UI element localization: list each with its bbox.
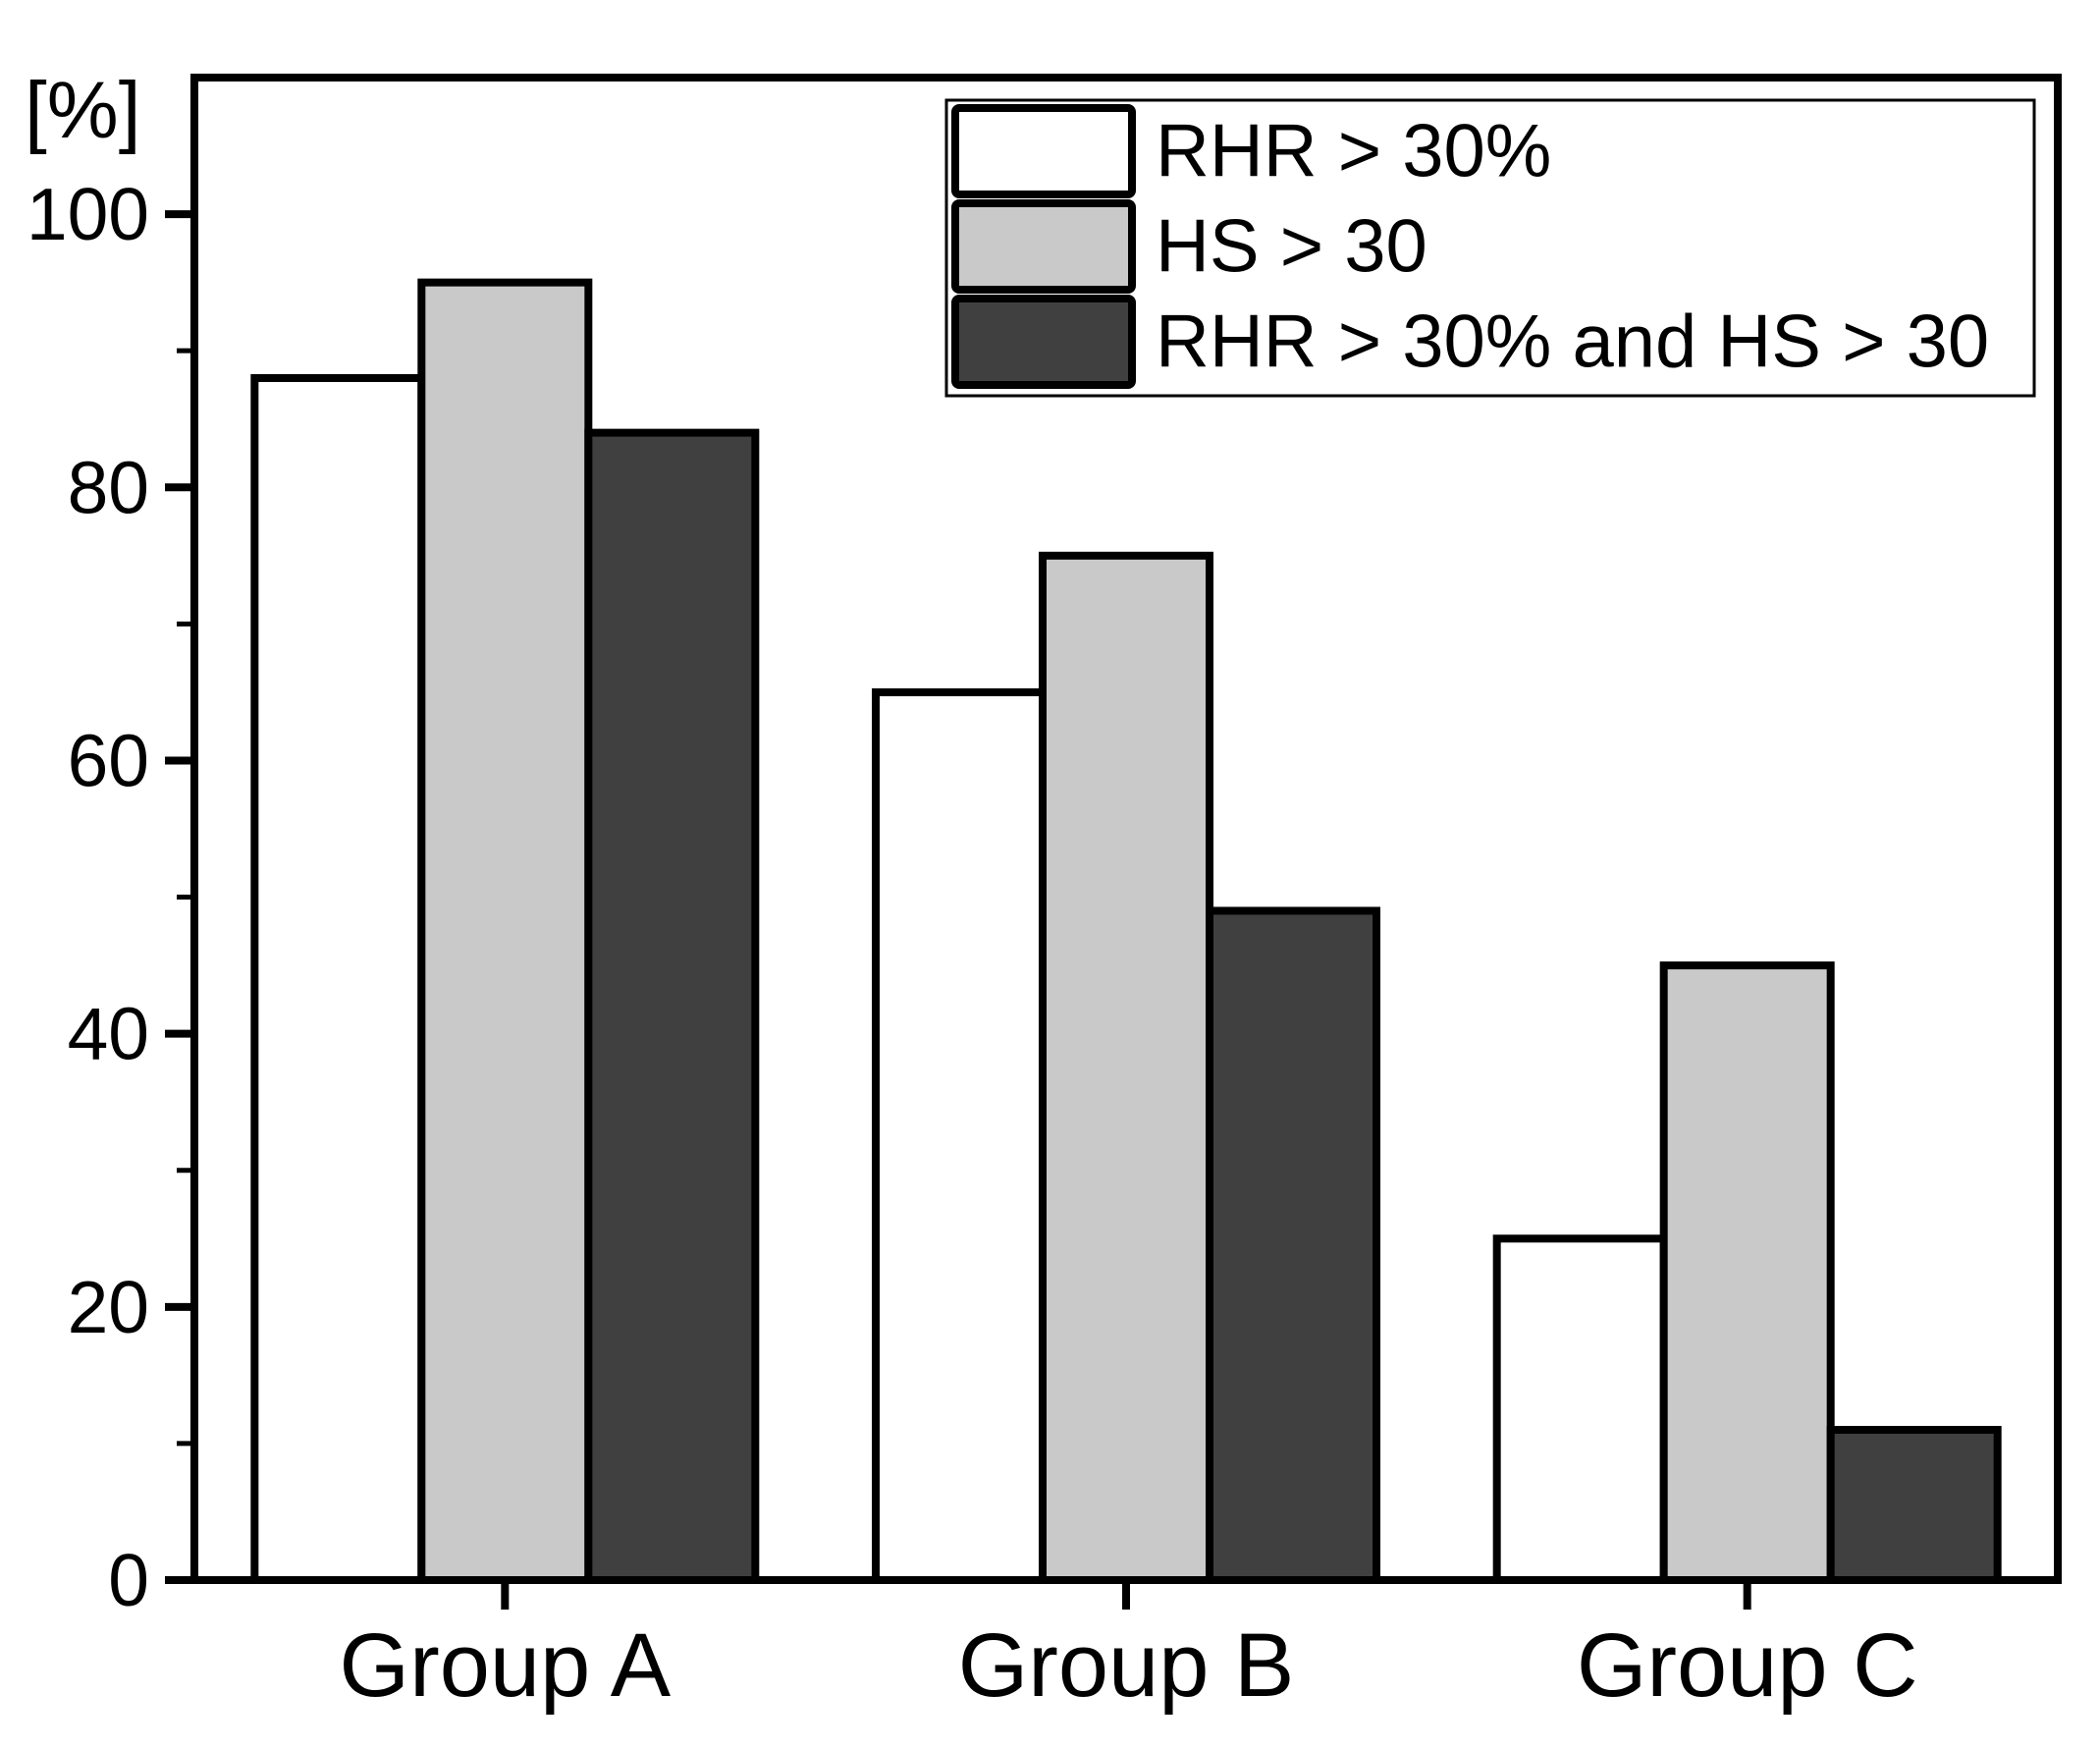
y-tick-label-20: 20 xyxy=(68,1266,149,1348)
legend-swatch-rhr-30-and-hs-30 xyxy=(951,295,1136,389)
bar-group-a-hs-30 xyxy=(417,278,593,1584)
legend-label-rhr-30: RHR > 30% xyxy=(1156,110,1551,193)
legend-swatch-rhr-30 xyxy=(951,104,1136,198)
bar-group-a-rhr-30-and-hs-30 xyxy=(584,428,760,1584)
y-tick-label-100: 100 xyxy=(27,173,149,255)
bar-group-c-rhr-30-and-hs-30 xyxy=(1826,1426,2002,1584)
category-label-group-c: Group C xyxy=(1577,1615,1918,1716)
y-tick-label-40: 40 xyxy=(68,993,149,1075)
bar-group-b-hs-30 xyxy=(1039,551,1213,1584)
bar-group-c-rhr-30 xyxy=(1492,1234,1668,1584)
bar-group-c-hs-30 xyxy=(1659,961,1835,1584)
y-tick-label-80: 80 xyxy=(68,446,149,528)
bar-group-a-rhr-30 xyxy=(250,374,426,1584)
legend-label-rhr-30-and-hs-30: RHR > 30% and HS > 30 xyxy=(1156,301,1989,384)
bar-group-b-rhr-30 xyxy=(872,687,1047,1584)
legend-label-hs-30: HS > 30 xyxy=(1156,205,1427,289)
category-label-group-b: Group B xyxy=(958,1615,1295,1716)
bar-group-b-rhr-30-and-hs-30 xyxy=(1206,906,1380,1584)
category-label-group-a: Group A xyxy=(340,1615,672,1716)
legend-swatch-hs-30 xyxy=(951,199,1136,294)
y-tick-label-60: 60 xyxy=(68,719,149,801)
y-tick-label-0: 0 xyxy=(108,1539,149,1621)
y-axis-unit-label: [%] xyxy=(25,66,140,155)
